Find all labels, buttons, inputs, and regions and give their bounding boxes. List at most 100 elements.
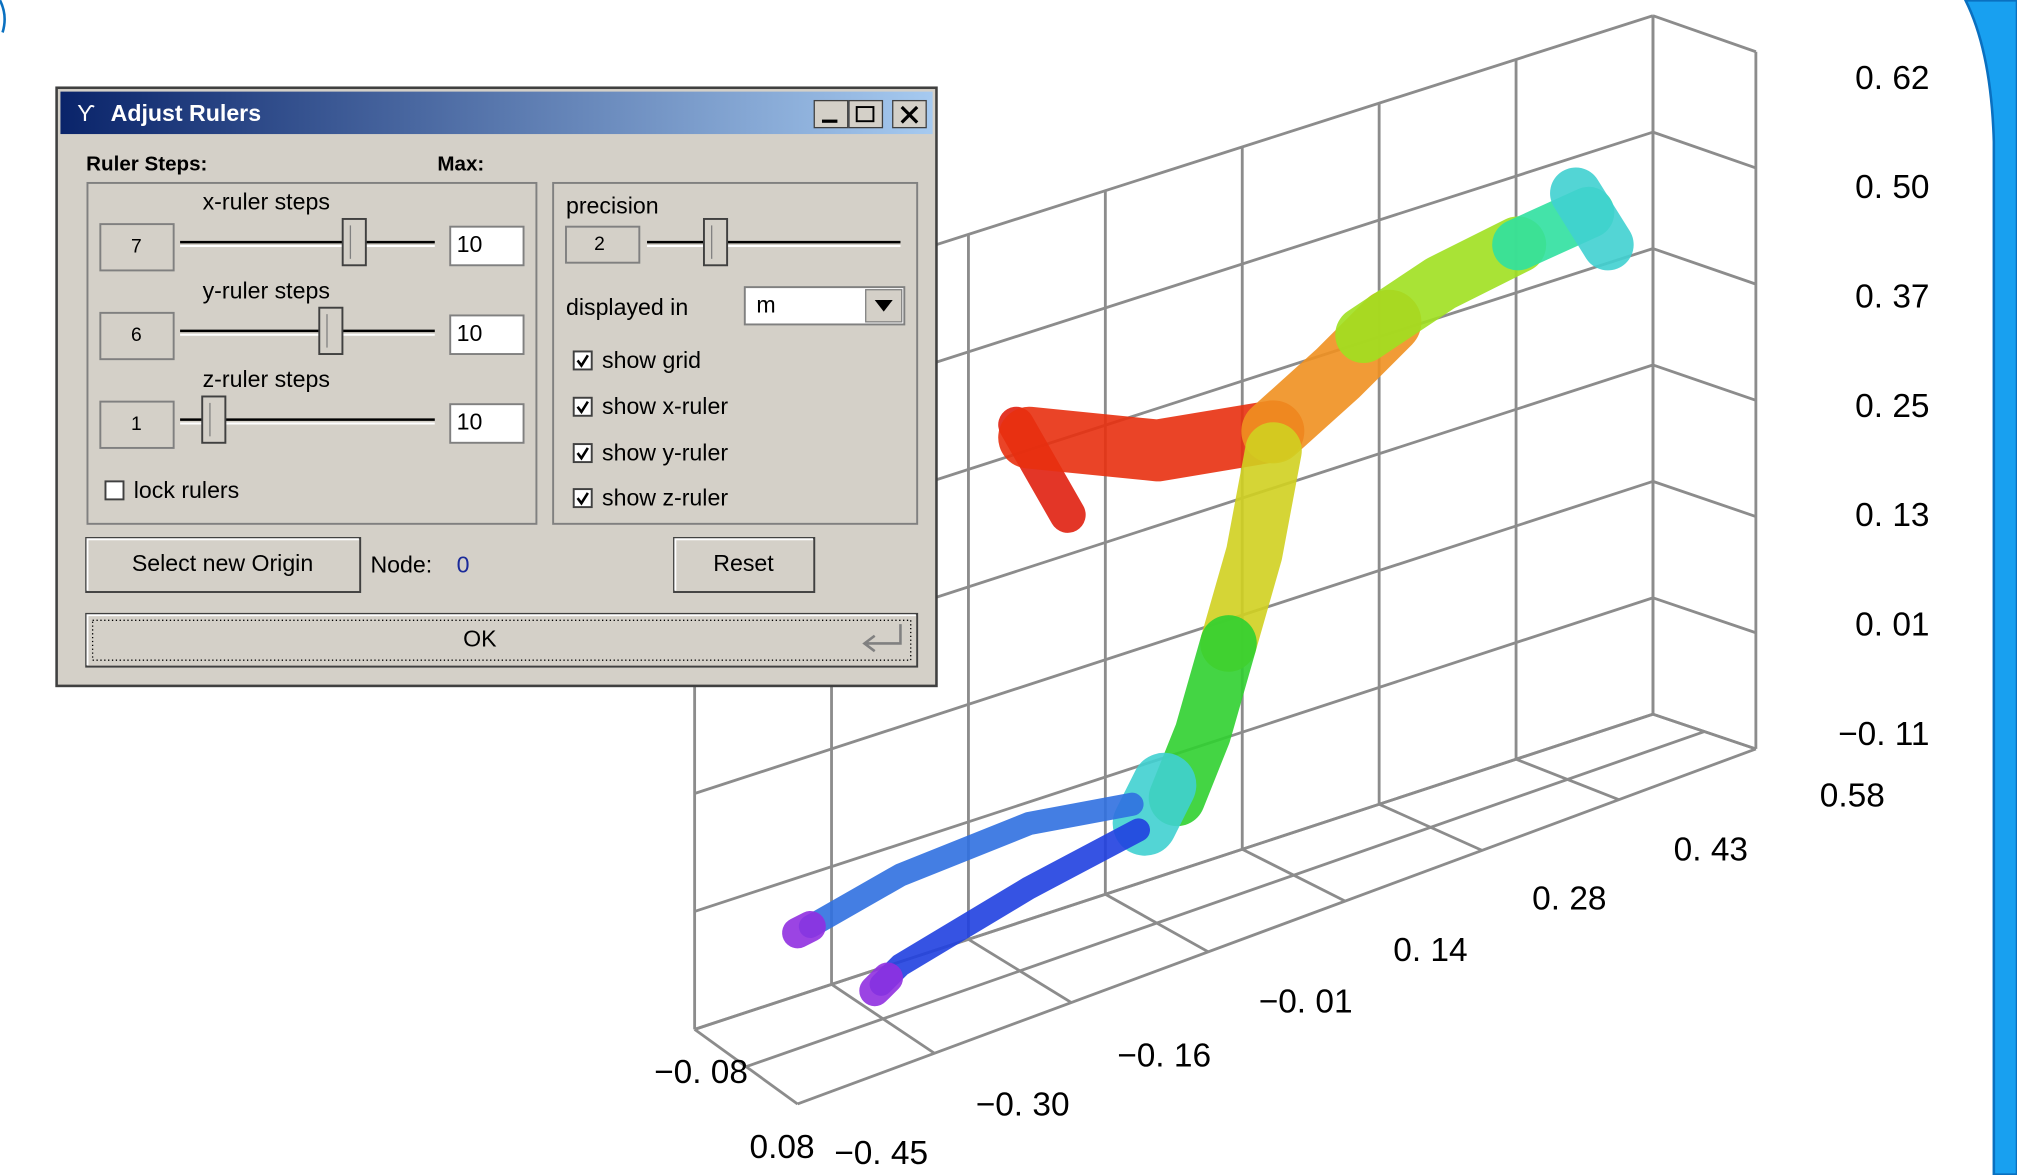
grid-line	[1652, 480, 1757, 518]
y-tick-label: −0. 30	[976, 1086, 1070, 1123]
slider-label: x-ruler steps	[203, 189, 330, 215]
z-tick-label: 0. 13	[1855, 497, 1929, 534]
unit-value: m	[756, 292, 775, 318]
node-label: Node:	[370, 551, 432, 577]
z-tick-label: 0. 01	[1855, 607, 1929, 644]
mesh	[782, 911, 826, 949]
icon	[855, 106, 875, 123]
precision-label: precision	[566, 192, 659, 218]
slider-thumb[interactable]	[702, 217, 729, 267]
grid-line	[1652, 712, 1757, 751]
checkbox[interactable]	[572, 350, 593, 371]
y-tick-label: 0.58	[1820, 778, 1885, 815]
z-tick-label: 0. 25	[1855, 388, 1929, 425]
checkmark	[576, 354, 589, 368]
frame	[99, 400, 175, 449]
checkbox[interactable]	[572, 488, 593, 509]
checkbox[interactable]	[572, 443, 593, 464]
mesh	[1335, 216, 1547, 364]
slider-label: y-ruler steps	[203, 277, 330, 303]
y-tick-label: −0. 45	[834, 1135, 928, 1172]
max-input-value: 10	[457, 409, 483, 435]
button-highlight	[674, 538, 813, 591]
z-tick-label: −0. 11	[1838, 716, 1929, 753]
checkbox-label: show x-ruler	[602, 393, 728, 419]
grid-line	[694, 712, 1654, 1031]
checkbox-label: show grid	[602, 347, 701, 373]
dialog	[55, 86, 938, 688]
frame	[99, 311, 175, 361]
title-bar	[60, 91, 933, 135]
grid-line	[1652, 596, 1757, 635]
button[interactable]	[673, 537, 816, 593]
button-label: Reset	[713, 550, 774, 576]
screen-border	[0, 0, 6, 33]
slider-value: 7	[131, 236, 142, 257]
grid-line	[797, 747, 1757, 1106]
checkbox-label: show y-ruler	[602, 439, 728, 465]
y-tick-label: 0. 28	[1532, 881, 1606, 918]
input[interactable]	[449, 403, 525, 444]
x-tick-label: 0.08	[750, 1129, 815, 1166]
grid-line	[1652, 130, 1757, 170]
grid-line	[1652, 247, 1757, 286]
grid-line	[1652, 363, 1757, 402]
checkbox-label: lock rulers	[134, 477, 239, 503]
grid-line	[694, 480, 1654, 795]
y-tick-label: −0. 01	[1259, 983, 1353, 1020]
max-input-value: 10	[457, 231, 483, 257]
group-label: Max:	[437, 152, 484, 175]
dropdown-arrow	[874, 300, 893, 312]
checkbox[interactable]	[104, 480, 125, 501]
checkbox-label: show z-ruler	[602, 484, 728, 510]
z-tick-label: 0. 37	[1855, 279, 1929, 316]
grid-line	[745, 730, 1705, 1069]
focus-ring	[91, 619, 912, 661]
window-title: Adjust Rulers	[111, 100, 261, 126]
slider-thumb[interactable]	[318, 306, 344, 355]
button-highlight	[86, 538, 359, 591]
checkbox[interactable]	[572, 396, 593, 417]
mesh	[998, 400, 1305, 482]
slider-value: 1	[131, 414, 142, 435]
checkmark	[576, 400, 589, 415]
frame	[552, 181, 919, 525]
input[interactable]	[449, 314, 525, 355]
frame	[86, 181, 538, 525]
y-tick-label: −0. 16	[1117, 1037, 1211, 1074]
mesh	[869, 818, 1150, 996]
button-label: OK	[463, 625, 497, 651]
frame	[565, 225, 641, 264]
grid-line	[1652, 14, 1757, 54]
group-label: Ruler Steps:	[86, 152, 207, 175]
precision-value: 2	[594, 234, 605, 255]
window-button[interactable]	[813, 99, 849, 129]
window-icon: ϒ	[77, 100, 95, 126]
x-tick-label: −0. 08	[654, 1054, 748, 1091]
y-tick-label: 0. 14	[1393, 932, 1467, 969]
button-highlight	[86, 614, 916, 666]
screen-border	[1963, 0, 2017, 1175]
z-tick-label: 0. 62	[1855, 60, 1929, 97]
mesh	[1112, 752, 1197, 856]
window-button[interactable]	[848, 99, 884, 129]
button[interactable]	[85, 537, 362, 593]
mesh	[1550, 167, 1634, 271]
mesh	[859, 962, 904, 1007]
slider-value: 6	[131, 325, 142, 346]
checkmark	[576, 447, 589, 461]
slider-thumb[interactable]	[201, 395, 227, 444]
enter-icon	[862, 624, 902, 653]
input[interactable]	[449, 225, 525, 267]
mesh	[798, 792, 1144, 939]
checkmark	[576, 492, 589, 506]
mesh	[1200, 422, 1302, 672]
button-label: Select new Origin	[132, 550, 313, 576]
button[interactable]	[85, 612, 919, 668]
max-input-value: 10	[457, 320, 483, 346]
y-tick-label: 0. 43	[1674, 832, 1748, 869]
node-value: 0	[457, 551, 470, 577]
slider-thumb[interactable]	[341, 217, 367, 267]
